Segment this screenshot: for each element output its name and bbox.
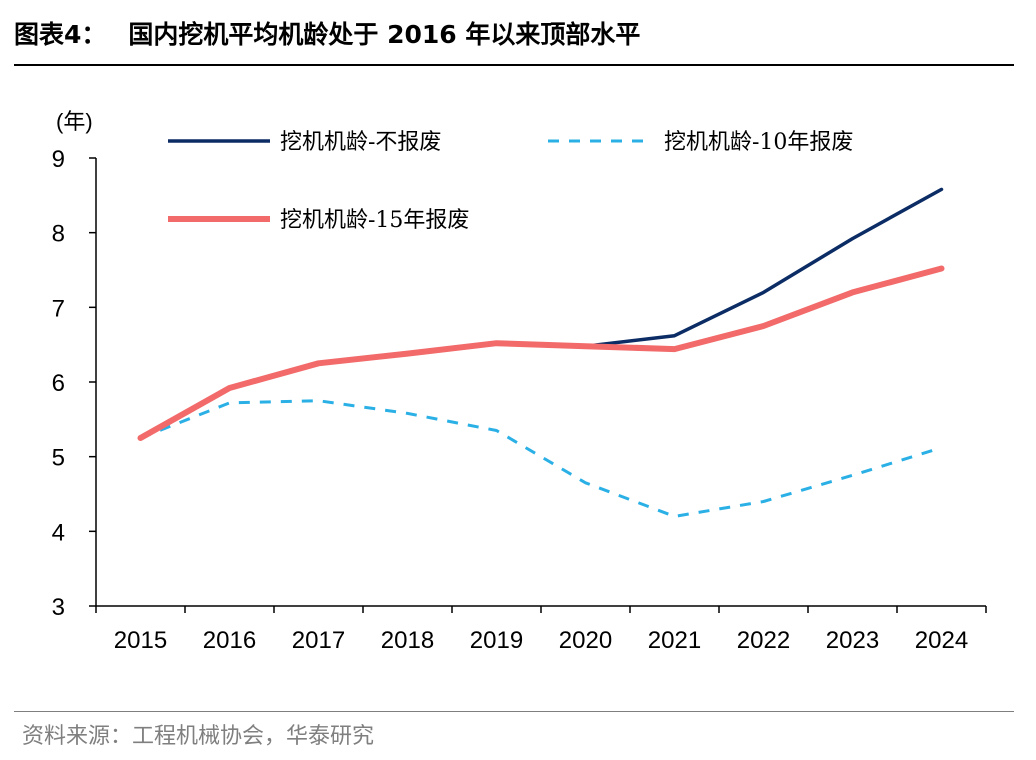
bottom-rule (14, 711, 1014, 712)
legend-label-2: 挖机机龄-15年报废 (280, 208, 469, 233)
legend-label-1: 挖机机龄-10年报废 (664, 130, 853, 155)
y-tick-label: 8 (52, 221, 65, 248)
title-bar: 图表4： 国内挖机平均机龄处于 2016 年以来顶部水平 (14, 10, 1014, 56)
x-tick-label: 2023 (826, 627, 879, 654)
chart-lines (137, 187, 945, 518)
series-line-2 (137, 265, 945, 441)
y-axis-unit-label: (年) (56, 109, 93, 134)
source-note: 资料来源：工程机械协会，华泰研究 (22, 724, 375, 749)
figure-label: 图表4： (14, 20, 107, 49)
x-tick-label: 2017 (292, 627, 345, 654)
y-tick-label: 4 (52, 519, 65, 546)
x-tick-label: 2016 (203, 627, 256, 654)
y-tick-label: 6 (52, 370, 65, 397)
top-rule (14, 64, 1014, 66)
x-tick-label: 2020 (559, 627, 612, 654)
x-tick-label: 2024 (915, 627, 968, 654)
legend-label-0: 挖机机龄-不报废 (280, 130, 441, 155)
x-tick-label: 2021 (648, 627, 701, 654)
y-tick-label: 7 (52, 295, 65, 322)
y-tick-label: 5 (52, 445, 65, 472)
figure-title: 国内挖机平均机龄处于 2016 年以来顶部水平 (128, 20, 641, 49)
y-tick-label: 9 (52, 146, 65, 173)
x-tick-label: 2019 (470, 627, 523, 654)
series-line-1 (139, 399, 942, 518)
x-tick-label: 2018 (381, 627, 434, 654)
x-tick-label: 2022 (737, 627, 790, 654)
chart-axes: 3 4 5 6 7 8 9 (年) 2015 2016 2017 2018 2019 2020 2021 20… (52, 109, 987, 654)
y-tick-label: 3 (52, 594, 65, 621)
x-tick-label: 2015 (114, 627, 167, 654)
